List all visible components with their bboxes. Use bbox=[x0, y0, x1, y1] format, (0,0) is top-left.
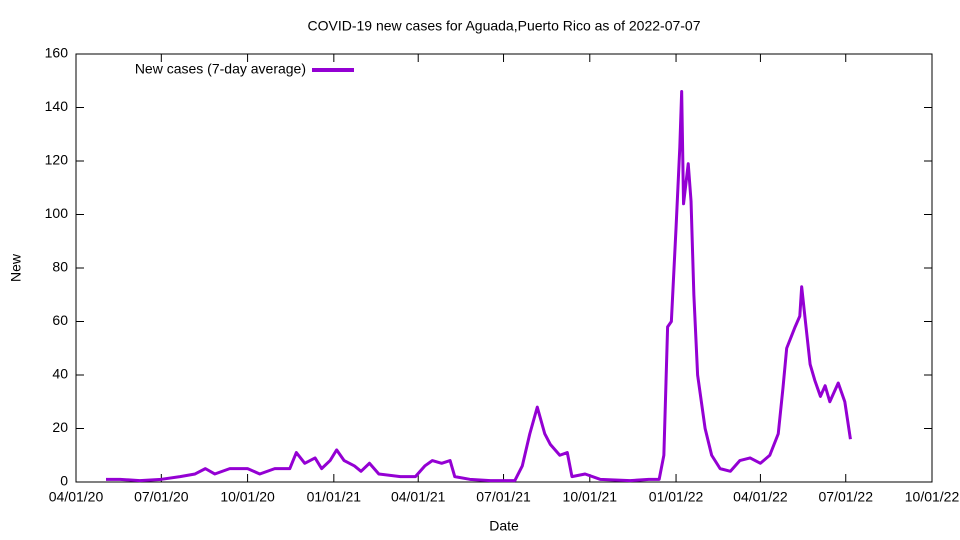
x-tick-label: 10/01/21 bbox=[563, 489, 618, 505]
x-tick-label: 01/01/22 bbox=[649, 489, 704, 505]
x-axis-label: Date bbox=[489, 518, 519, 534]
x-tick-label: 07/01/21 bbox=[476, 489, 531, 505]
chart-title: COVID-19 new cases for Aguada,Puerto Ric… bbox=[308, 18, 701, 34]
x-tick-label: 04/01/22 bbox=[733, 489, 788, 505]
x-tick-label: 07/01/20 bbox=[134, 489, 189, 505]
x-tick-label: 01/01/21 bbox=[307, 489, 362, 505]
plot-frame bbox=[75, 53, 933, 483]
y-axis-label: New bbox=[8, 253, 24, 282]
x-tick-label: 04/01/21 bbox=[391, 489, 446, 505]
x-tick-label: 10/01/20 bbox=[220, 489, 275, 505]
y-tick-label: 140 bbox=[45, 98, 69, 114]
y-tick-label: 40 bbox=[52, 366, 68, 382]
y-tick-label: 20 bbox=[52, 419, 68, 435]
x-tick-label: 07/01/22 bbox=[818, 489, 873, 505]
y-tick-label: 80 bbox=[52, 259, 68, 275]
y-tick-label: 60 bbox=[52, 312, 68, 328]
legend-label: New cases (7-day average) bbox=[135, 61, 306, 77]
y-tick-label: 160 bbox=[45, 45, 69, 61]
x-tick-label: 04/01/20 bbox=[49, 489, 104, 505]
data-line bbox=[106, 89, 852, 483]
y-tick-label: 120 bbox=[45, 152, 69, 168]
y-tick-label: 0 bbox=[60, 473, 68, 489]
x-tick-label: 10/01/22 bbox=[905, 489, 960, 505]
y-tick-label: 100 bbox=[45, 205, 69, 221]
